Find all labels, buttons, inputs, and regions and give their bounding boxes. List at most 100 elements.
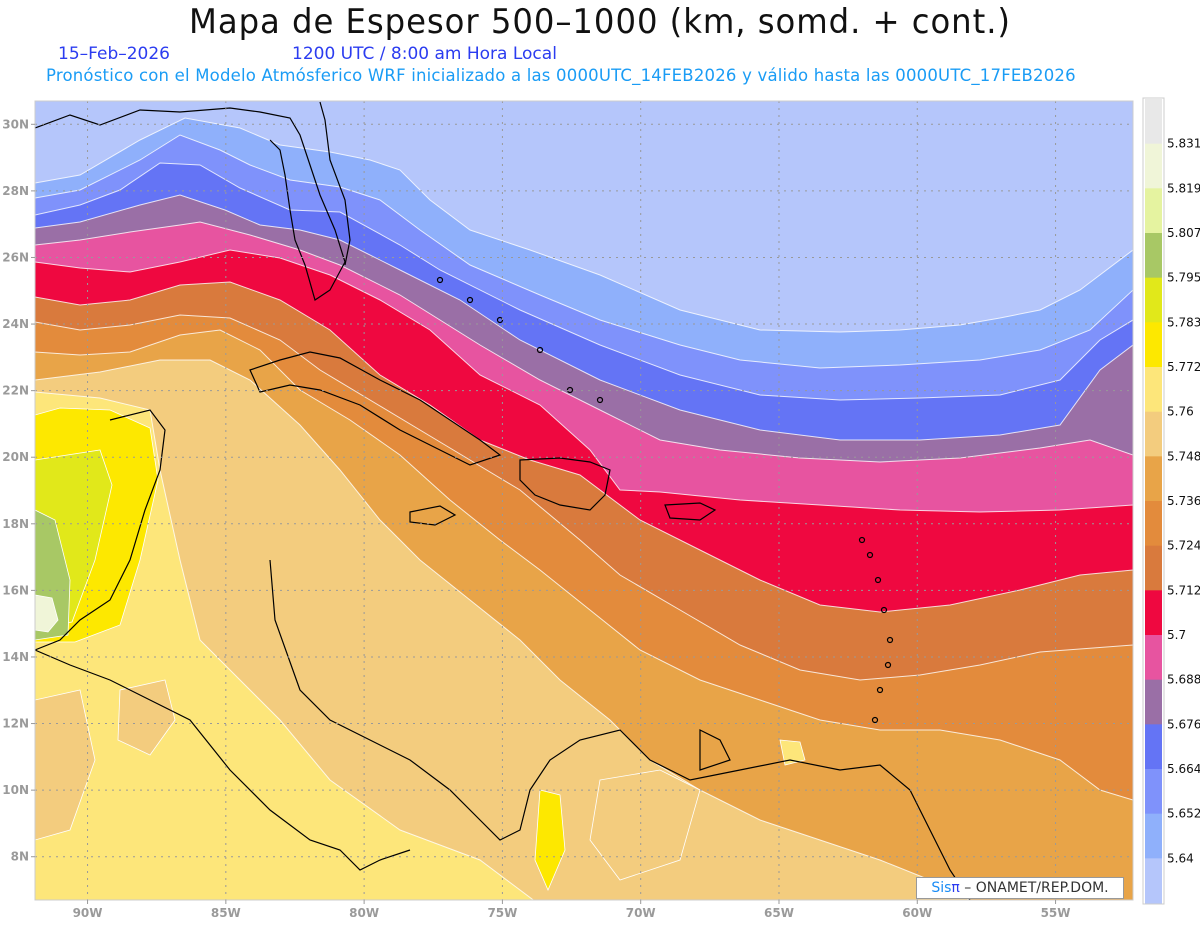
thickness-band	[589, 769, 701, 881]
lat-label: 10N	[2, 783, 29, 797]
colorbar-swatch	[1145, 99, 1162, 145]
longitude-labels: 90W 85W 80W 75W 70W 65W 60W 55W	[73, 900, 1071, 920]
watermark: Sisπ – ONAMET/REP.DOM.	[916, 877, 1124, 899]
colorbar-swatch	[1145, 277, 1162, 323]
lat-label: 24N	[2, 317, 29, 331]
coastline	[319, 101, 351, 266]
colorbar-label: 5.652	[1167, 807, 1200, 821]
colorbar-label: 5.724	[1167, 539, 1200, 553]
colorbar-label: 5.736	[1167, 494, 1200, 508]
thickness-band	[35, 689, 96, 841]
island	[880, 606, 888, 614]
lat-label: 16N	[2, 583, 29, 597]
colorbar-label: 5.688	[1167, 673, 1200, 687]
colorbar-label: 5.795	[1167, 271, 1200, 285]
thickness-band	[117, 679, 176, 756]
lon-label: 60W	[902, 906, 932, 920]
island	[466, 296, 474, 304]
forecast-date: 15–Feb–2026	[58, 44, 170, 64]
island	[858, 536, 866, 544]
colorbar-swatch	[1145, 858, 1162, 904]
island	[596, 396, 604, 404]
colorbar-swatch	[1145, 679, 1162, 725]
colorbar-label: 5.772	[1167, 360, 1200, 374]
lon-label: 55W	[1041, 906, 1071, 920]
latitude-labels: 30N 28N 26N 24N 22N 20N 18N 16N 14N 12N 10N 8N	[2, 117, 35, 864]
island	[874, 576, 882, 584]
colorbar-swatch	[1145, 769, 1162, 815]
lat-label: 28N	[2, 184, 29, 198]
graticule	[35, 101, 1133, 900]
island	[536, 346, 544, 354]
colorbar-label: 5.807	[1167, 226, 1200, 240]
coastline	[35, 107, 346, 301]
lat-label: 14N	[2, 650, 29, 664]
coastline	[269, 559, 971, 900]
lon-label: 75W	[487, 906, 517, 920]
lat-label: 30N	[2, 117, 29, 131]
coastline	[35, 409, 166, 651]
colorbar-swatch	[1145, 322, 1162, 368]
coastline	[249, 351, 502, 466]
coastline	[664, 502, 717, 521]
coastline	[35, 649, 411, 871]
lon-label: 70W	[626, 906, 656, 920]
lon-label: 85W	[211, 906, 241, 920]
thickness-contours	[35, 101, 1133, 900]
island	[871, 716, 879, 724]
lat-label: 22N	[2, 384, 29, 398]
colorbar-swatch	[1145, 724, 1162, 770]
colorbar-swatch	[1145, 635, 1162, 681]
lat-label: 18N	[2, 517, 29, 531]
island	[866, 551, 874, 559]
colorbar-swatch	[1145, 367, 1162, 413]
watermark-pi: π	[951, 880, 960, 896]
map-title: Mapa de Espesor 500–1000 (km, somd. + co…	[189, 2, 1011, 42]
island	[566, 386, 574, 394]
colorbar-swatch	[1145, 813, 1162, 859]
colorbar-label: 5.783	[1167, 315, 1200, 329]
lon-label: 65W	[764, 906, 794, 920]
island	[886, 636, 894, 644]
colorbar-swatch	[1145, 545, 1162, 591]
lat-label: 8N	[11, 850, 29, 864]
watermark-text: – ONAMET/REP.DOM.	[959, 880, 1109, 896]
island	[436, 276, 444, 284]
colorbar-label: 5.819	[1167, 181, 1200, 195]
watermark-brand: Sis	[931, 880, 952, 896]
colorbar-label: 5.76	[1167, 405, 1194, 419]
colorbar-label: 5.748	[1167, 449, 1200, 463]
coastline	[699, 729, 731, 771]
colorbar-label: 5.831	[1167, 137, 1200, 151]
colorbar-swatch	[1145, 501, 1162, 547]
colorbar-swatch	[1145, 188, 1162, 234]
lat-label: 20N	[2, 450, 29, 464]
forecast-subtitle: Pronóstico con el Modelo Atmósferico WRF…	[46, 66, 1076, 85]
thickness-band	[779, 739, 806, 766]
lon-label: 90W	[73, 906, 103, 920]
colorbar-swatch	[1145, 411, 1162, 457]
colorbar-label: 5.664	[1167, 762, 1200, 776]
lat-label: 26N	[2, 250, 29, 264]
coastline	[409, 505, 457, 526]
island	[884, 661, 892, 669]
map-frame	[34, 100, 1134, 901]
colorbar-label: 5.7	[1167, 628, 1186, 642]
forecast-time: 1200 UTC / 8:00 am Hora Local	[292, 44, 557, 64]
colorbar: 5.831 5.819 5.807 5.795 5.783 5.772 5.76 5.748 5…	[1142, 97, 1200, 905]
lat-label: 12N	[2, 717, 29, 731]
thickness-band	[35, 594, 59, 633]
colorbar-swatch	[1145, 456, 1162, 502]
island	[876, 686, 884, 694]
coastlines	[35, 101, 971, 900]
coastline	[519, 457, 611, 511]
lon-label: 80W	[349, 906, 379, 920]
colorbar-swatch	[1145, 233, 1162, 279]
colorbar-label: 5.676	[1167, 717, 1200, 731]
colorbar-label: 5.712	[1167, 583, 1200, 597]
colorbar-swatch	[1145, 590, 1162, 636]
colorbar-swatch	[1145, 143, 1162, 189]
thickness-band	[534, 789, 566, 892]
colorbar-label: 5.64	[1167, 851, 1194, 865]
